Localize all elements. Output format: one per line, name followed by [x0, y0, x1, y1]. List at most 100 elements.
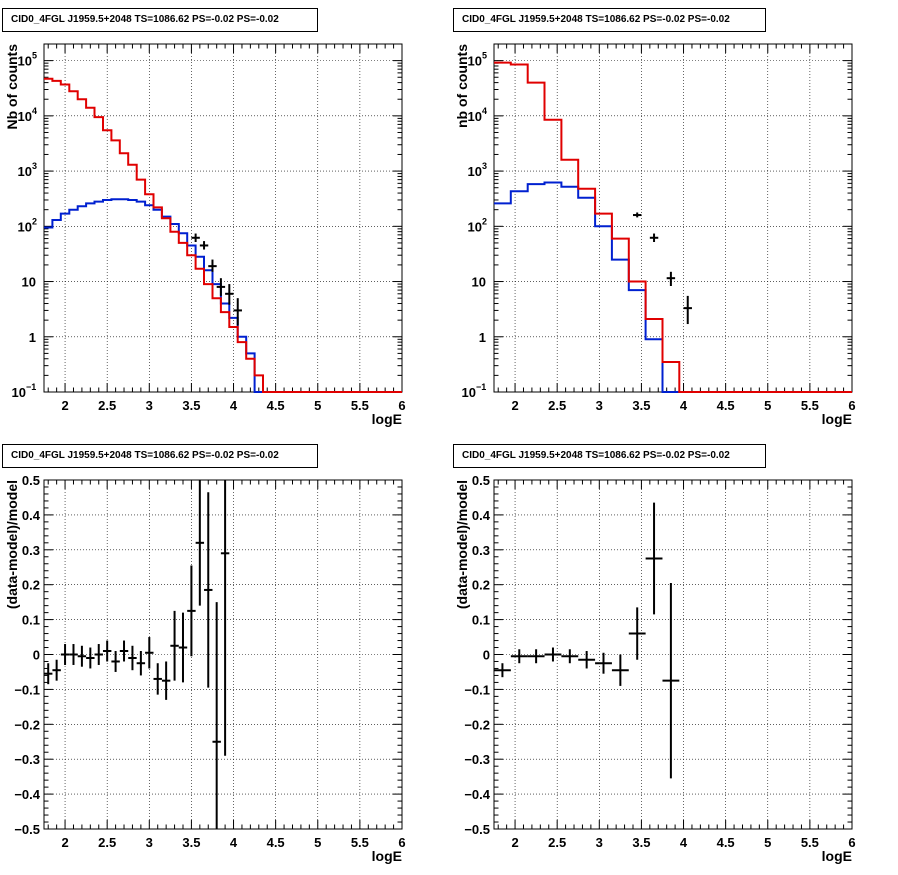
data-point: [60, 644, 70, 665]
x-tick-label: 6: [398, 835, 405, 850]
data-point: [649, 233, 659, 242]
x-tick-label: 3.5: [632, 835, 650, 850]
x-axis-title-residuals-left: logE: [372, 848, 402, 864]
data-point: [195, 480, 205, 606]
y-tick-label: 0.5: [22, 473, 40, 488]
y-tick-label: 1: [479, 330, 486, 345]
x-tick-label: 5.5: [351, 398, 369, 413]
data-point: [44, 663, 53, 685]
x-axis-title-residuals-right: logE: [822, 848, 852, 864]
data-point: [632, 212, 642, 218]
data-point: [233, 298, 242, 326]
panel-title-residuals-left: CID0_4FGL J1959.5+2048 TS=1086.62 PS=-0.…: [2, 444, 318, 468]
x-tick-label: 2.5: [548, 835, 566, 850]
x-tick-label: 3: [596, 835, 603, 850]
y-tick-label: −0.3: [464, 752, 490, 767]
data-point: [544, 647, 562, 662]
y-tick-label: 0: [33, 648, 40, 663]
x-tick-label: 3: [146, 835, 153, 850]
data-point: [191, 233, 200, 242]
data-point: [178, 612, 188, 683]
x-tick-label: 5: [314, 398, 321, 413]
data-point: [128, 645, 137, 671]
y-tick-exponent: −1: [476, 382, 486, 392]
y-tick-label: 0.3: [22, 543, 40, 558]
y-tick-label: −0.2: [464, 717, 490, 732]
data-point: [111, 651, 120, 672]
data-point: [212, 602, 221, 829]
x-tick-label: 4.5: [267, 398, 285, 413]
y-tick-label: 0.2: [22, 578, 40, 593]
y-tick-label: 0.1: [472, 613, 490, 628]
y-tick-label: 10: [18, 164, 32, 179]
data-point: [204, 492, 213, 688]
grid-counts-left: [44, 44, 402, 392]
x-tick-label: 5: [764, 835, 771, 850]
y-tick-label: −0.5: [464, 822, 490, 837]
panel-title-counts-left: CID0_4FGL J1959.5+2048 TS=1086.62 PS=-0.…: [2, 8, 318, 32]
data-point: [578, 651, 596, 669]
data-point: [510, 649, 528, 664]
y-tick-label: 10: [468, 109, 482, 124]
y-tick-label: 10: [18, 109, 32, 124]
data-point: [94, 644, 103, 665]
y-tick-label: −0.3: [14, 752, 40, 767]
panel-title-counts-right: CID0_4FGL J1959.5+2048 TS=1086.62 PS=-0.…: [453, 8, 766, 32]
x-tick-label: 5.5: [801, 835, 819, 850]
data-point: [216, 278, 226, 296]
y-tick-exponent: 5: [482, 51, 487, 61]
panel-residuals-right: 2 2.5 3 3.5 4 4.5 5 5.5 6 −0.5 −0.4 −0.3 −0.2 −0.1 0 0.…: [454, 473, 856, 864]
data-point: [187, 565, 196, 657]
x-tick-label: 3.5: [632, 398, 650, 413]
y-tick-label: 0.2: [472, 578, 490, 593]
x-tick-label: 4: [680, 398, 688, 413]
data-point: [170, 610, 179, 681]
y-tick-label: 0: [483, 648, 490, 663]
y-tick-label: 10: [472, 275, 486, 290]
y-tick-label: 10: [18, 54, 32, 69]
data-point: [611, 654, 629, 686]
data-point: [561, 649, 579, 664]
y-tick-label: 0.5: [472, 473, 490, 488]
x-tick-label: 4.5: [717, 398, 735, 413]
data-point: [52, 659, 61, 681]
x-tick-label: 6: [848, 398, 855, 413]
x-tick-label: 6: [848, 835, 855, 850]
y-tick-exponent: −1: [26, 382, 36, 392]
x-axis-title-counts-left: logE: [372, 411, 402, 427]
x-tick-label: 2: [61, 835, 68, 850]
y-tick-label: −0.5: [14, 822, 40, 837]
y-tick-label: 0.1: [22, 613, 40, 628]
y-tick-exponent: 4: [482, 106, 487, 116]
x-tick-label: 3.5: [182, 835, 200, 850]
x-tick-label: 3: [146, 398, 153, 413]
grid-counts-right: [494, 44, 852, 392]
y-tick-exponent: 3: [482, 161, 487, 171]
data-point: [494, 663, 511, 678]
x-axis-title-counts-right: logE: [822, 411, 852, 427]
y-axis-title-residuals-left: (data-model)/model: [4, 480, 20, 609]
data-point: [69, 644, 78, 665]
x-tick-label: 4.5: [267, 835, 285, 850]
data-point: [683, 295, 692, 325]
y-axis-title-residuals-right: (data-model)/model: [454, 480, 470, 609]
x-tick-label: 5.5: [801, 398, 819, 413]
data-point: [102, 640, 112, 662]
data-point: [86, 647, 95, 669]
plot-frame-counts-left: [43, 43, 403, 393]
y-tick-label: 0.4: [22, 508, 41, 523]
histogram-model-total: [44, 77, 402, 393]
data-point: [136, 651, 146, 676]
y-tick-label: 10: [468, 54, 482, 69]
plot-frame-counts-right: [493, 43, 853, 393]
y-tick-label: 10: [468, 219, 482, 234]
data-point: [145, 637, 154, 669]
y-tick-label: −0.4: [464, 787, 490, 802]
y-tick-exponent: 5: [32, 51, 37, 61]
data-point: [645, 502, 663, 615]
data-point: [199, 241, 209, 250]
data-point: [225, 284, 234, 305]
y-tick-label: 10: [462, 385, 476, 400]
